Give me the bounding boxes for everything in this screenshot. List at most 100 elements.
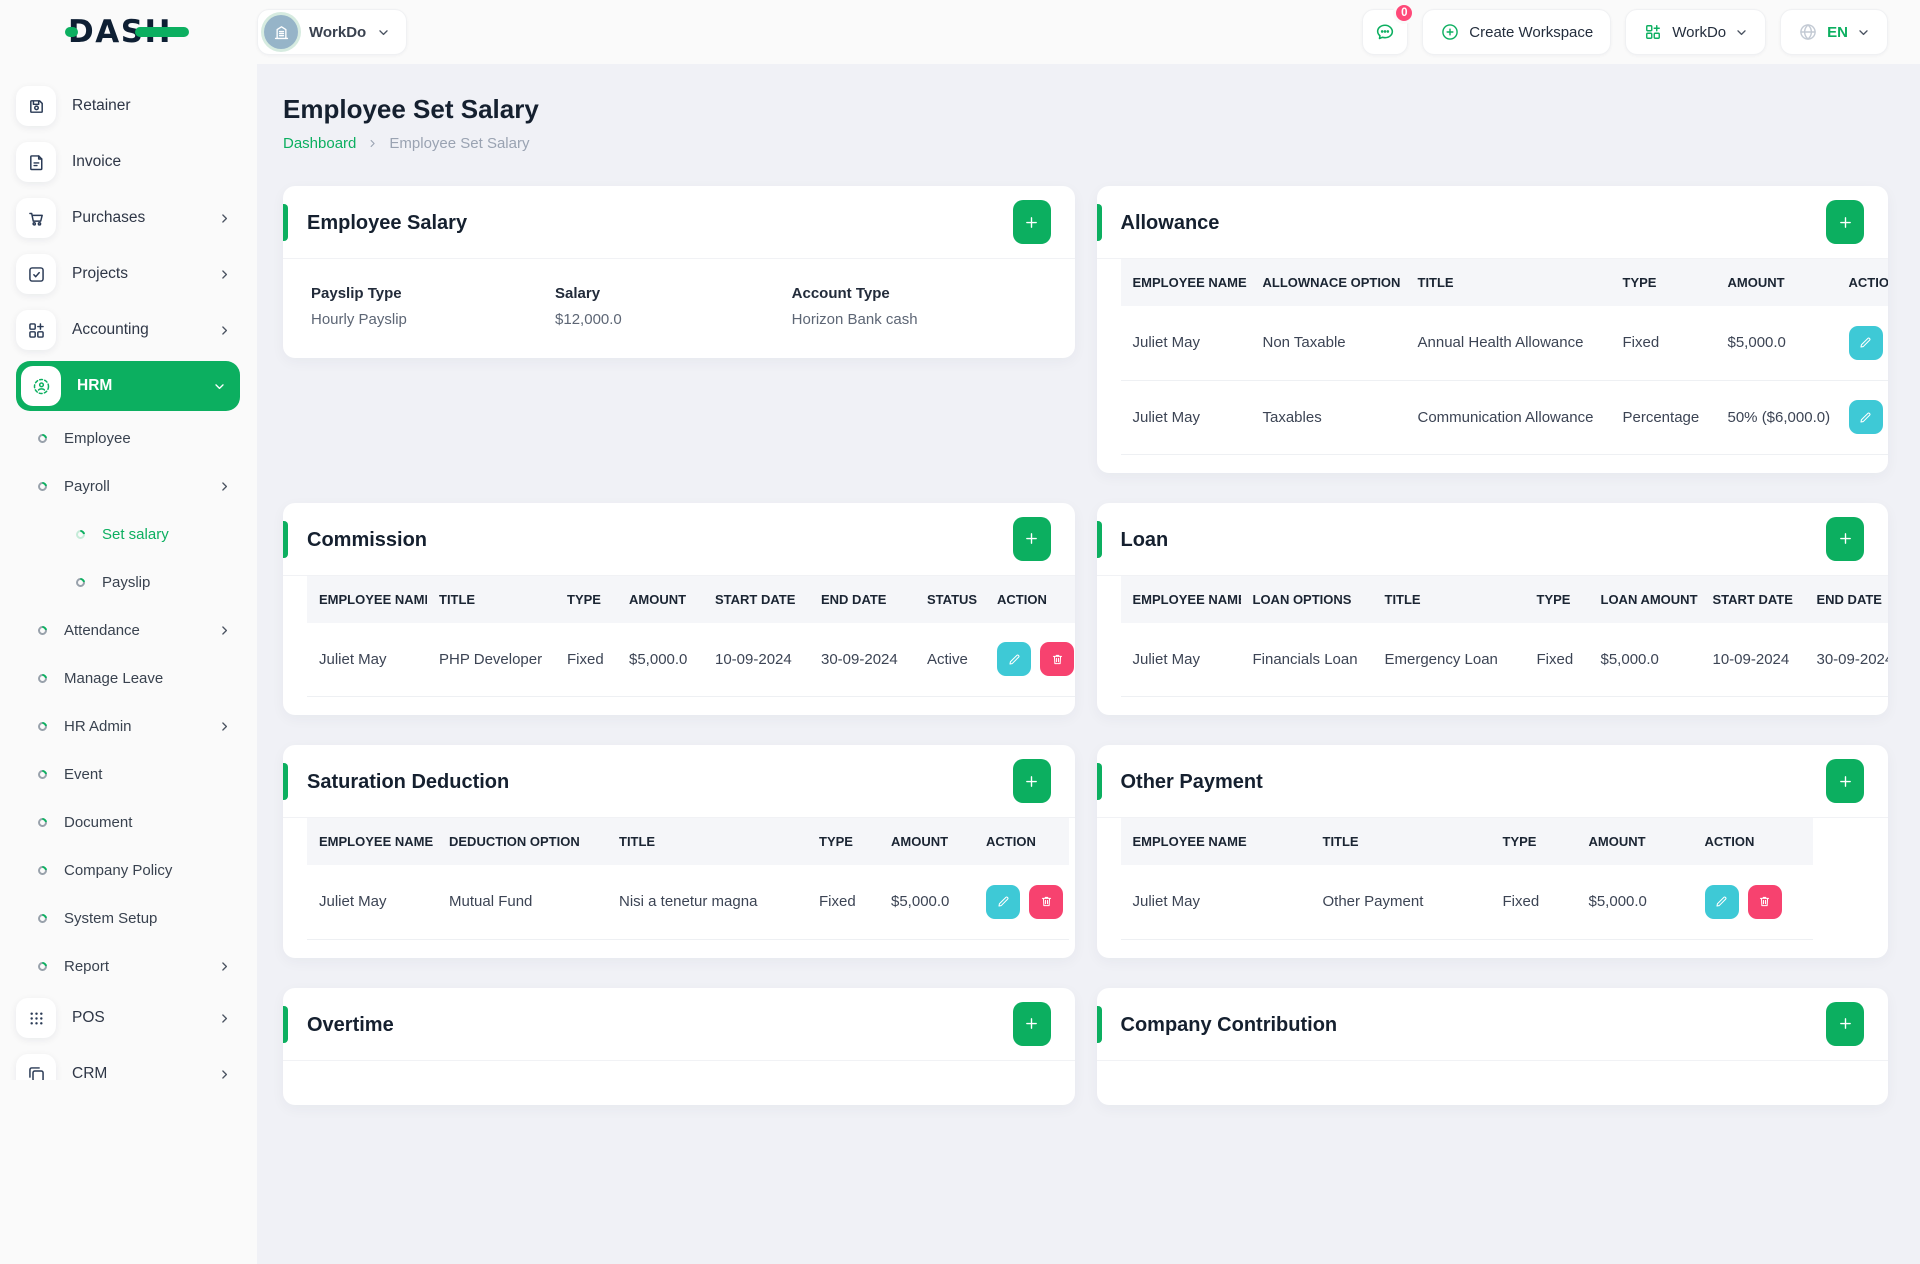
column-header-employee-name: EMPLOYEE NAME [307, 575, 427, 623]
workspace-switcher[interactable]: WorkDo [257, 9, 408, 55]
sidebar-item-report[interactable]: Report [0, 942, 257, 990]
language-button[interactable]: EN [1780, 9, 1888, 55]
edit-button[interactable] [1848, 325, 1883, 360]
commission-add-button[interactable] [1012, 516, 1051, 561]
sidebar-item-system-setup[interactable]: System Setup [0, 894, 257, 942]
card-body [283, 1061, 1075, 1105]
plus-icon [1024, 774, 1039, 789]
grid-dots-icon [26, 1008, 47, 1029]
card-accent-bar [1096, 204, 1102, 241]
sidebar-item-invoice[interactable]: Invoice [0, 134, 257, 190]
sidebar-item-label: Report [64, 957, 110, 975]
sidebar-item-label: System Setup [64, 909, 158, 927]
table-cell: Emergency Loan [1372, 622, 1525, 697]
column-header-amount: AMOUNT [1715, 259, 1837, 306]
field-label: Payslip Type [311, 285, 402, 302]
saturation-deduction-add-button[interactable] [1012, 759, 1051, 803]
table-actions-cell [1692, 865, 1813, 940]
table-cell: Juliet May [1120, 622, 1241, 697]
card-header: Employee Salary [283, 186, 1075, 259]
other-payment-add-button[interactable] [1826, 759, 1864, 803]
topbar-actions: 0 Create Workspace WorkDo EN [1362, 2, 1920, 55]
edit-button[interactable] [1848, 400, 1883, 434]
workspace-avatar [264, 15, 298, 49]
chevron-right-icon [218, 960, 231, 973]
pencil-icon [1714, 894, 1729, 909]
sidebar-item-retainer[interactable]: Retainer [0, 78, 257, 134]
sidebar-item-employee[interactable]: Employee [0, 414, 257, 462]
card-accent-bar [1096, 763, 1102, 800]
table-cell: Active [915, 622, 985, 697]
sidebar-item-attendance[interactable]: Attendance [0, 606, 257, 654]
sidebar-item-accounting[interactable]: Accounting [0, 302, 257, 358]
allowance-add-button[interactable] [1826, 200, 1864, 244]
column-header-title: TITLE [1310, 818, 1491, 865]
sidebar-item-pos[interactable]: POS [0, 990, 257, 1046]
table-row: Juliet May Mutual Fund Nisi a tenetur magn… [307, 865, 1069, 940]
sidebar-item-set-salary[interactable]: Set salary [0, 510, 257, 558]
overtime-add-button[interactable] [1012, 1001, 1051, 1046]
sidebar-item-label: CRM [72, 1065, 108, 1080]
edit-button[interactable] [986, 884, 1020, 919]
column-header-type: TYPE [1524, 575, 1589, 623]
column-header-action: ACTION [1692, 818, 1813, 865]
table-cell: Other Payment [1310, 865, 1491, 940]
bullet-icon [36, 959, 49, 973]
table-cell: Annual Health Allowance [1405, 306, 1611, 381]
pencil-icon [1007, 652, 1022, 667]
card-title: Allowance [1120, 212, 1220, 234]
sidebar-item-document[interactable]: Document [0, 798, 257, 846]
breadcrumb-current: Employee Set Salary [389, 135, 530, 152]
page-title: Employee Set Salary [283, 94, 539, 124]
column-header-loan-amount: LOAN AMOUNT [1588, 575, 1701, 623]
language-label: EN [1827, 23, 1848, 41]
card-loan: Loan EMPLOYEE NAME LOAN OPTIONS TITLE TYPE LO… [1096, 502, 1888, 715]
column-header-title: TITLE [1372, 575, 1525, 623]
bullet-icon [36, 863, 49, 877]
sidebar-item-payroll[interactable]: Payroll [0, 462, 257, 510]
table-cell: Financials Loan [1240, 622, 1373, 697]
plus-icon [1024, 531, 1039, 546]
employee-salary-add-button[interactable] [1012, 200, 1051, 244]
messages-button[interactable]: 0 [1362, 2, 1416, 55]
card-body [1097, 1061, 1889, 1105]
edit-button[interactable] [997, 642, 1031, 677]
card-title: Overtime [307, 1013, 394, 1036]
table-row: Juliet May Financials Loan Emergency Loan F… [1120, 622, 1888, 697]
table-cell: Non Taxable [1250, 306, 1406, 381]
delete-button[interactable] [1029, 884, 1063, 919]
breadcrumb-dashboard-link[interactable]: Dashboard [283, 135, 357, 152]
sidebar-item-projects[interactable]: Projects [0, 246, 257, 302]
delete-button[interactable] [1040, 642, 1074, 677]
create-workspace-button[interactable]: Create Workspace [1422, 9, 1612, 55]
loan-add-button[interactable] [1826, 516, 1864, 561]
company-contribution-add-button[interactable] [1826, 1001, 1864, 1046]
sidebar-item-label: Company Policy [64, 861, 173, 879]
table-row: Juliet May PHP Developer Fixed $5,000.0 10-0… [307, 622, 1075, 697]
card-accent-bar [1096, 1005, 1102, 1043]
create-workspace-label: Create Workspace [1469, 23, 1594, 41]
table-cell: $5,000.0 [1576, 865, 1693, 940]
sidebar-item-hrm[interactable]: HRM [16, 361, 240, 411]
salary-fields: Payslip Type Hourly Payslip Salary $12,000.… [283, 259, 1075, 358]
sidebar-item-company-policy[interactable]: Company Policy [0, 846, 257, 894]
logo-accent-bar [135, 27, 189, 37]
sidebar-item-manage-leave[interactable]: Manage Leave [0, 654, 257, 702]
edit-button[interactable] [1704, 884, 1739, 919]
table-row: Juliet May Other Payment Fixed $5,000.0 [1120, 865, 1813, 940]
sidebar-item-event[interactable]: Event [0, 750, 257, 798]
sidebar-item-label: Employee [64, 429, 131, 447]
workdo-apps-button[interactable]: WorkDo [1625, 9, 1767, 55]
commission-table: EMPLOYEE NAME TITLE TYPE AMOUNT START DATE EN… [307, 575, 1075, 697]
sidebar: Retainer Invoice Purchases Projects Accounti… [0, 64, 257, 1080]
table-cell: Fixed [1490, 865, 1577, 940]
card-other-payment: Other Payment EMPLOYEE NAME TITLE TYPE AMOUN… [1096, 745, 1888, 958]
logo-accent-dot [65, 27, 78, 37]
delete-button[interactable] [1747, 884, 1782, 919]
sidebar-item-payslip[interactable]: Payslip [0, 558, 257, 606]
sidebar-item-purchases[interactable]: Purchases [0, 190, 257, 246]
invoice-icon [16, 142, 56, 182]
sidebar-item-hr-admin[interactable]: HR Admin [0, 702, 257, 750]
sidebar-item-crm[interactable]: CRM [0, 1046, 257, 1080]
column-header-loan-options: LOAN OPTIONS [1240, 575, 1373, 623]
